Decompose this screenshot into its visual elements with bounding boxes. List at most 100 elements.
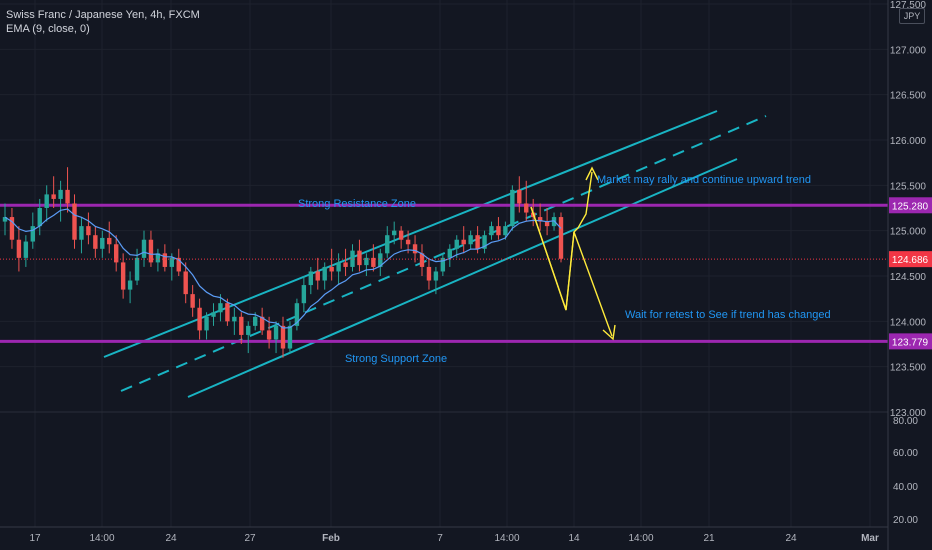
candle-body-49 <box>343 262 348 267</box>
candle-body-34 <box>239 316 244 335</box>
candle-body-73 <box>510 189 515 227</box>
candle-body-30 <box>211 312 216 317</box>
candle-body-17 <box>120 262 126 290</box>
symbol-title[interactable]: Swiss Franc / Japanese Yen, 4h, FXCM <box>6 9 200 21</box>
price-tick-9: 127.500 <box>890 0 927 11</box>
price-axis[interactable]: 123.000 123.500 124.000 124.500 125.000 125.5… <box>887 0 932 550</box>
currency-badge[interactable]: JPY <box>899 8 925 24</box>
candle-body-28 <box>197 307 202 331</box>
candle-body-0 <box>2 217 8 222</box>
candle-body-63 <box>440 257 446 272</box>
candle-body-55 <box>385 235 390 254</box>
candle-body-2 <box>16 239 22 258</box>
price-tick-7: 126.500 <box>890 91 927 102</box>
candle-body-14 <box>100 237 105 249</box>
candle-body-43 <box>301 285 307 304</box>
candle-body-11 <box>79 226 84 240</box>
candle-body-6 <box>44 194 49 208</box>
time-tick-10: 24 <box>785 533 797 544</box>
time-tick-7: 14 <box>568 533 580 544</box>
candle-body-12 <box>86 226 91 236</box>
candle-body-36 <box>253 316 258 326</box>
candle-body-80 <box>558 217 564 259</box>
candle-body-38 <box>266 330 272 340</box>
price-badge-support <box>889 333 932 350</box>
candle-body-39 <box>273 325 279 340</box>
projection-bear-path[interactable] <box>530 206 613 337</box>
candle-body-57 <box>398 230 404 240</box>
candle-body-60 <box>419 253 425 267</box>
projection-bull-arrowhead[interactable] <box>585 166 599 181</box>
candle-body-31 <box>218 303 223 313</box>
candle-body-19 <box>134 257 140 281</box>
projection-bear-arrowhead[interactable] <box>602 324 616 341</box>
candle-body-15 <box>107 237 112 245</box>
candle-body-50 <box>350 250 355 267</box>
time-tick-2: 24 <box>165 533 177 544</box>
candle-body-62 <box>433 271 439 281</box>
price-tick-5: 125.500 <box>890 181 927 192</box>
volume-tick-3: 20.00 <box>893 515 918 526</box>
channel-lower-line[interactable] <box>187 158 738 398</box>
ema-line <box>4 208 562 329</box>
price-badge-text-current: 124.686 <box>892 255 929 266</box>
price-tick-4: 125.000 <box>890 227 927 238</box>
price-badge-text-resistance: 125.280 <box>892 201 929 212</box>
price-labels: 125.280 124.686 123.779 <box>889 197 932 350</box>
support-zone-label[interactable]: Strong Support Zone <box>345 353 447 365</box>
rally-annotation[interactable]: Market may rally and continue upward tre… <box>597 174 811 186</box>
candle-body-53 <box>371 257 376 267</box>
time-tick-0: 17 <box>29 533 41 544</box>
time-tick-1: 14:00 <box>89 533 114 544</box>
candle-body-4 <box>30 226 35 242</box>
candle-body-71 <box>496 226 501 236</box>
chart-legend: Swiss Franc / Japanese Yen, 4h, FXCM EMA… <box>6 8 200 36</box>
candle-body-44 <box>308 271 313 286</box>
candle-body-68 <box>475 235 480 249</box>
time-tick-3: 27 <box>244 533 256 544</box>
candle-body-3 <box>23 241 29 258</box>
candle-body-37 <box>259 316 265 331</box>
retest-annotation[interactable]: Wait for retest to See if trend has chan… <box>625 309 831 321</box>
candle-body-48 <box>336 262 341 272</box>
candle-body-27 <box>190 294 195 308</box>
candle-body-46 <box>322 266 327 281</box>
candle-body-7 <box>51 194 56 199</box>
indicator-label[interactable]: EMA (9, close, 0) <box>6 23 90 35</box>
price-badge-resistance <box>889 197 932 214</box>
candle-body-29 <box>204 316 209 331</box>
candle-body-32 <box>225 303 230 322</box>
candle-body-23 <box>162 253 168 267</box>
price-tick-2: 124.000 <box>890 317 927 328</box>
annotation-texts: Strong Resistance Zone Strong Support Zo… <box>298 174 831 365</box>
price-badge-text-support: 123.779 <box>892 337 929 348</box>
candle-body-42 <box>294 303 300 326</box>
candle-body-51 <box>357 250 362 266</box>
time-axis[interactable]: 17 14:00 24 27 Feb 7 14:00 14 14:00 21 24 Mar <box>0 526 888 544</box>
candle-body-61 <box>426 266 432 281</box>
candle-body-35 <box>246 325 251 335</box>
projection-arrows[interactable] <box>530 166 616 341</box>
time-tick-6: 14:00 <box>494 533 519 544</box>
candle-body-47 <box>329 266 334 272</box>
candle-body-58 <box>405 239 411 245</box>
candle-body-10 <box>72 203 77 240</box>
candle-body-66 <box>461 239 466 245</box>
candle-body-26 <box>183 271 188 295</box>
candle-body-45 <box>315 271 320 281</box>
candle-body-74 <box>517 189 522 204</box>
candle-body-75 <box>524 203 529 213</box>
candle-body-33 <box>232 316 237 322</box>
candle-body-18 <box>127 280 133 290</box>
price-badge-current <box>889 251 932 268</box>
channel-mid-line[interactable] <box>120 115 767 392</box>
candle-body-9 <box>65 189 70 204</box>
candle-body-24 <box>169 257 174 267</box>
candle-body-40 <box>280 325 286 349</box>
candle-body-25 <box>176 257 181 272</box>
candle-body-78 <box>544 221 550 227</box>
resistance-zone-label[interactable]: Strong Resistance Zone <box>298 198 416 210</box>
candle-body-70 <box>489 226 494 236</box>
